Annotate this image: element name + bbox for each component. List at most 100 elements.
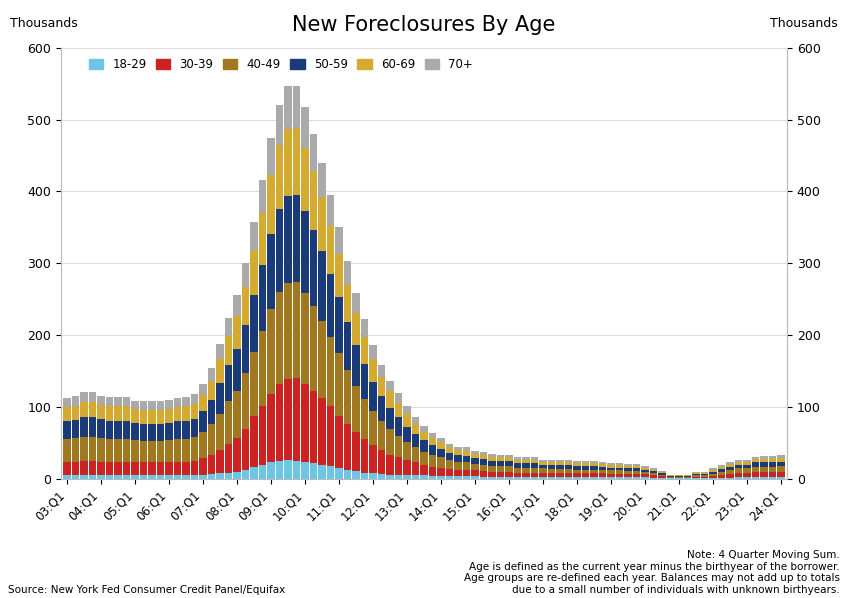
- Bar: [378, 365, 385, 377]
- Bar: [421, 465, 427, 475]
- Bar: [344, 322, 351, 370]
- Bar: [140, 462, 147, 475]
- Bar: [710, 472, 717, 474]
- Bar: [335, 254, 343, 297]
- Bar: [446, 444, 453, 447]
- Bar: [438, 438, 444, 443]
- Bar: [310, 463, 317, 479]
- Bar: [404, 475, 410, 479]
- Bar: [131, 440, 138, 462]
- Bar: [98, 475, 104, 479]
- Bar: [412, 434, 419, 447]
- Bar: [693, 477, 700, 478]
- Bar: [744, 465, 750, 468]
- Bar: [404, 426, 410, 443]
- Bar: [174, 422, 181, 440]
- Bar: [693, 475, 700, 477]
- Bar: [667, 475, 674, 476]
- Bar: [684, 478, 691, 479]
- Bar: [769, 459, 776, 462]
- Bar: [225, 444, 232, 472]
- Bar: [310, 391, 317, 463]
- Bar: [556, 469, 564, 473]
- Bar: [182, 407, 190, 421]
- Bar: [310, 134, 317, 171]
- Bar: [505, 454, 513, 457]
- Bar: [284, 460, 292, 479]
- Bar: [565, 473, 572, 477]
- Bar: [505, 472, 513, 477]
- Bar: [140, 475, 147, 479]
- Bar: [633, 477, 640, 479]
- Bar: [216, 344, 224, 359]
- Bar: [667, 476, 674, 477]
- Bar: [191, 394, 198, 404]
- Bar: [370, 446, 377, 473]
- Bar: [199, 411, 207, 432]
- Bar: [72, 438, 79, 462]
- Bar: [590, 466, 598, 469]
- Bar: [276, 292, 283, 384]
- Bar: [471, 454, 478, 458]
- Bar: [658, 475, 666, 476]
- Bar: [259, 465, 266, 479]
- Bar: [488, 477, 495, 479]
- Bar: [548, 462, 555, 465]
- Bar: [778, 462, 784, 466]
- Bar: [548, 460, 555, 462]
- Bar: [98, 462, 104, 475]
- Bar: [114, 421, 121, 439]
- Bar: [556, 477, 564, 479]
- Bar: [650, 469, 657, 471]
- Bar: [548, 477, 555, 479]
- Text: Thousands: Thousands: [770, 17, 838, 30]
- Bar: [123, 397, 130, 407]
- Bar: [174, 407, 181, 422]
- Bar: [165, 440, 173, 462]
- Bar: [573, 477, 581, 479]
- Bar: [429, 433, 436, 438]
- Bar: [539, 462, 547, 465]
- Bar: [735, 462, 742, 465]
- Bar: [539, 468, 547, 472]
- Bar: [318, 163, 326, 197]
- Bar: [582, 466, 589, 469]
- Bar: [421, 432, 427, 440]
- Bar: [412, 423, 419, 434]
- Bar: [182, 397, 190, 407]
- Bar: [599, 462, 606, 464]
- Bar: [455, 469, 461, 476]
- Bar: [395, 475, 402, 479]
- Bar: [106, 475, 113, 479]
- Bar: [488, 461, 495, 466]
- Legend: 18-29, 30-39, 40-49, 50-59, 60-69, 70+: 18-29, 30-39, 40-49, 50-59, 60-69, 70+: [89, 58, 473, 71]
- Bar: [335, 353, 343, 416]
- Bar: [182, 439, 190, 462]
- Bar: [727, 467, 734, 471]
- Bar: [98, 396, 104, 405]
- Bar: [216, 414, 224, 450]
- Bar: [412, 447, 419, 462]
- Bar: [650, 478, 657, 479]
- Bar: [599, 464, 606, 467]
- Bar: [284, 129, 292, 196]
- Bar: [72, 475, 79, 479]
- Bar: [98, 438, 104, 462]
- Bar: [480, 465, 487, 471]
- Bar: [616, 474, 623, 477]
- Bar: [267, 309, 275, 394]
- Bar: [395, 417, 402, 436]
- Bar: [463, 451, 470, 456]
- Bar: [216, 383, 224, 414]
- Bar: [191, 404, 198, 419]
- Bar: [573, 466, 581, 469]
- Bar: [582, 477, 589, 479]
- Bar: [250, 416, 258, 467]
- Bar: [276, 145, 283, 209]
- Bar: [505, 461, 513, 466]
- Bar: [293, 282, 300, 379]
- Bar: [250, 352, 258, 416]
- Bar: [429, 446, 436, 455]
- Bar: [624, 468, 632, 471]
- Bar: [131, 409, 138, 423]
